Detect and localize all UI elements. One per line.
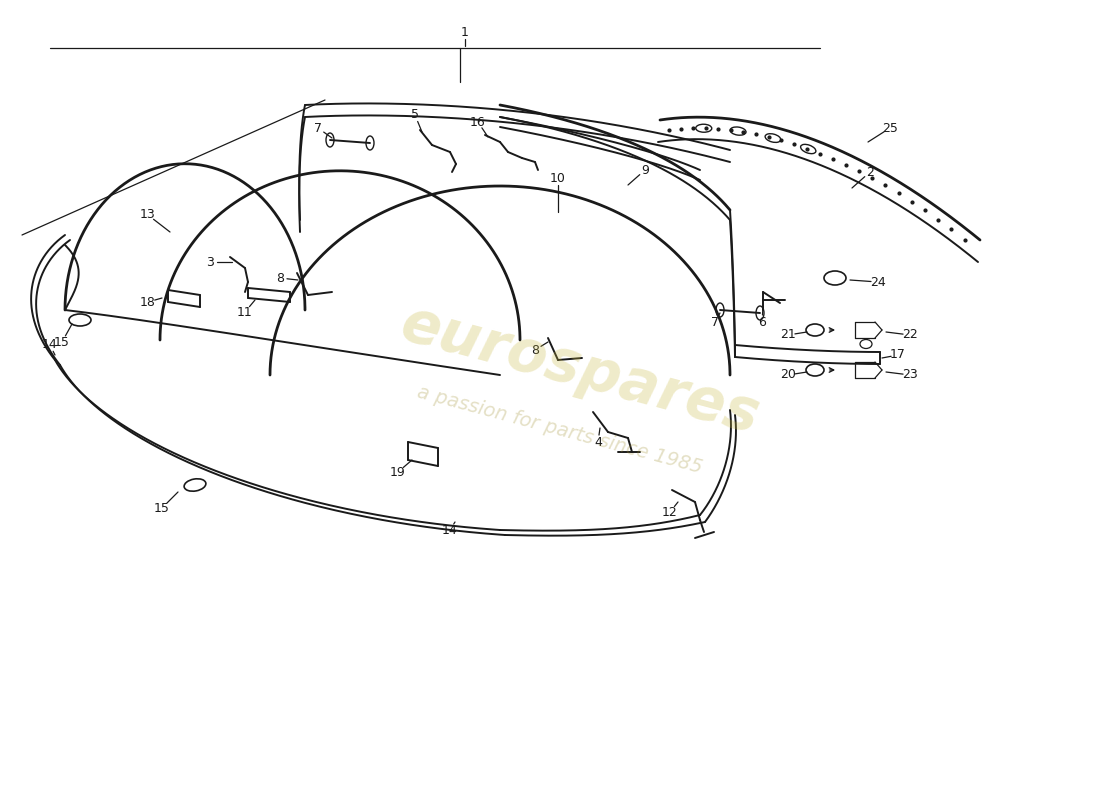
Text: 10: 10 <box>550 171 565 185</box>
Text: 9: 9 <box>641 163 649 177</box>
Text: 14: 14 <box>442 523 458 537</box>
Text: 22: 22 <box>902 329 917 342</box>
Text: 3: 3 <box>206 255 213 269</box>
Text: 7: 7 <box>711 315 719 329</box>
Text: 5: 5 <box>411 109 419 122</box>
Text: 19: 19 <box>390 466 406 478</box>
Text: 23: 23 <box>902 369 917 382</box>
Text: 11: 11 <box>238 306 253 318</box>
Text: eurospares: eurospares <box>395 294 766 446</box>
Text: 1: 1 <box>461 26 469 38</box>
Text: 18: 18 <box>140 295 156 309</box>
Text: 20: 20 <box>780 369 796 382</box>
Text: 7: 7 <box>314 122 322 134</box>
Text: 6: 6 <box>758 315 766 329</box>
Text: 15: 15 <box>154 502 169 514</box>
Text: 17: 17 <box>890 349 906 362</box>
Text: 4: 4 <box>594 435 602 449</box>
Text: 24: 24 <box>870 275 886 289</box>
Text: 16: 16 <box>470 115 486 129</box>
Text: 2: 2 <box>866 166 873 178</box>
Text: 13: 13 <box>140 209 156 222</box>
Text: 12: 12 <box>662 506 678 518</box>
Text: 8: 8 <box>276 271 284 285</box>
Text: a passion for parts since 1985: a passion for parts since 1985 <box>416 382 705 478</box>
Text: 8: 8 <box>531 343 539 357</box>
Text: 25: 25 <box>882 122 898 134</box>
Text: 14: 14 <box>42 338 58 351</box>
Text: 15: 15 <box>54 335 70 349</box>
Text: 21: 21 <box>780 329 796 342</box>
